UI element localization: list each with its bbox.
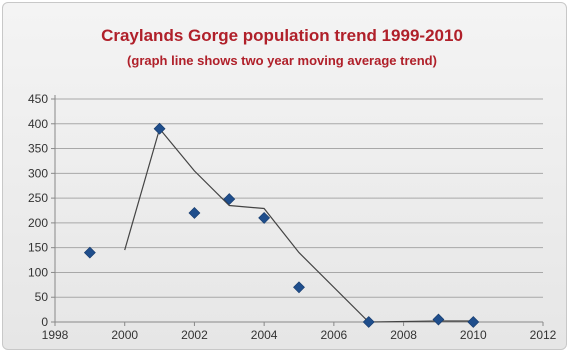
trend-line-path	[124, 127, 474, 323]
moving-average-line	[124, 127, 474, 323]
data-point	[467, 316, 480, 328]
chart-svg: Craylands Gorge population trend 1999-20…	[28, 26, 557, 342]
y-tick-labels: 0 50 100 150 200 250 300 350 400 450	[28, 92, 48, 329]
chart-frame: Craylands Gorge population trend 1999-20…	[2, 2, 567, 350]
x-tick-label: 1998	[42, 328, 69, 342]
x-tick-label: 2000	[111, 328, 138, 342]
data-point	[188, 207, 201, 219]
data-point	[293, 281, 305, 294]
x-tick-label: 2002	[181, 328, 208, 342]
population-points	[83, 122, 480, 328]
axes	[51, 95, 544, 326]
chart-subtitle: (graph line shows two year moving averag…	[127, 53, 437, 68]
y-tick-label: 350	[28, 142, 48, 156]
data-point	[362, 316, 375, 328]
y-tick-label: 250	[28, 191, 48, 205]
y-tick-label: 400	[28, 117, 48, 131]
grid-lines	[55, 98, 543, 298]
data-point	[153, 122, 166, 135]
x-tick-label: 2006	[321, 328, 348, 342]
y-tick-label: 150	[28, 241, 48, 255]
y-tick-label: 0	[41, 315, 48, 329]
x-tick-label: 2012	[530, 328, 557, 342]
y-tick-label: 200	[28, 216, 48, 230]
x-tick-label: 2010	[460, 328, 487, 342]
chart-title: Craylands Gorge population trend 1999-20…	[101, 26, 463, 45]
y-tick-label: 450	[28, 92, 48, 106]
x-tick-label: 2004	[251, 328, 278, 342]
x-tick-labels: 1998 2000 2002 2004 2006 2008 2010 2012	[42, 328, 557, 342]
data-point	[258, 212, 271, 224]
y-tick-label: 100	[28, 265, 48, 279]
data-point	[83, 246, 96, 259]
x-tick-label: 2008	[390, 328, 417, 342]
y-tick-label: 50	[35, 290, 49, 304]
data-point	[432, 313, 445, 326]
data-point	[223, 193, 236, 206]
y-tick-label: 300	[28, 166, 48, 180]
